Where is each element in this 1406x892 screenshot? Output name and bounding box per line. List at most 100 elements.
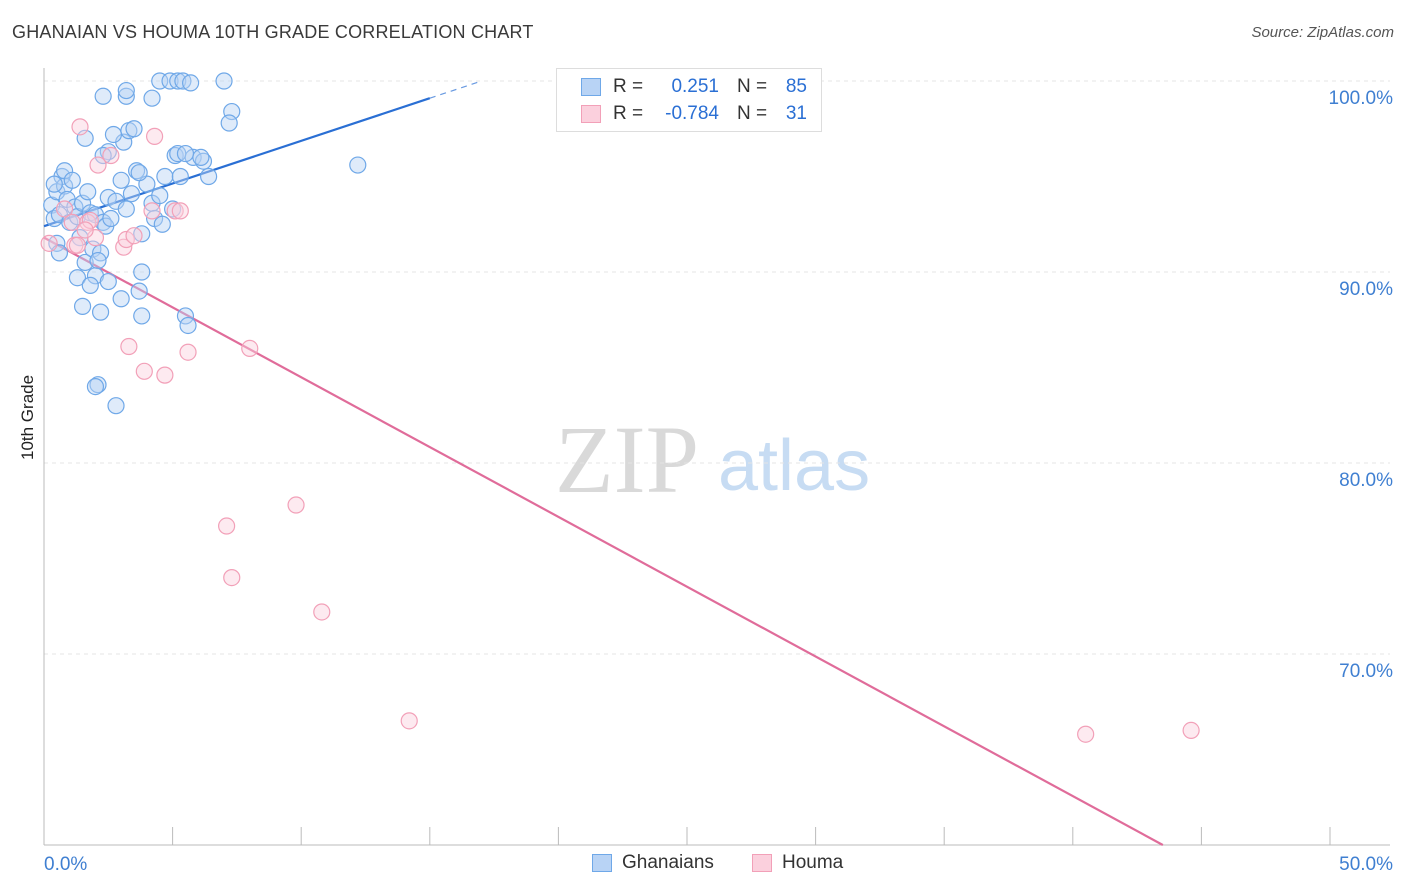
ghanaians-point: [349, 156, 367, 174]
ghanaians-point: [117, 81, 135, 100]
houma-point: [76, 221, 94, 239]
watermark-atlas: atlas: [718, 426, 870, 506]
ghanaians-point: [215, 72, 233, 90]
ghanaians-point: [94, 87, 112, 105]
ghanaians-trendline-extension: [429, 80, 482, 99]
ghanaians-point: [143, 89, 161, 107]
houma-point: [179, 343, 197, 361]
r-value: -0.784: [665, 103, 719, 124]
houma-point: [1077, 725, 1095, 743]
ghanaians-legend-swatch: [592, 854, 612, 872]
legend-item-houma[interactable]: Houma: [752, 852, 843, 874]
ghanaians-point: [86, 378, 105, 396]
houma-point: [143, 202, 161, 220]
ghanaians-point: [117, 200, 135, 218]
ghanaians-point: [68, 269, 87, 287]
ghanaians-point: [133, 307, 151, 325]
ghanaians-point: [91, 303, 110, 321]
y-tick-label: 100.0%: [1329, 88, 1394, 109]
ghanaians-point: [112, 171, 130, 189]
legend-row-houma: R = -0.784 N = 31: [557, 100, 807, 128]
ghanaians-point: [102, 209, 120, 228]
ghanaians-point: [171, 167, 189, 186]
ghanaians-point: [166, 146, 184, 165]
ghanaians-point: [127, 162, 146, 180]
y-tick-label: 70.0%: [1339, 661, 1393, 682]
houma-point: [55, 200, 74, 218]
houma-point: [71, 118, 89, 136]
houma-point: [1182, 721, 1200, 740]
ghanaians-point: [125, 120, 143, 138]
houma-point: [313, 603, 331, 621]
houma-swatch: [581, 105, 601, 123]
ghanaians-point: [133, 263, 151, 281]
houma-point: [287, 496, 305, 514]
ghanaians-point: [63, 171, 81, 189]
ghanaians-point: [89, 376, 107, 394]
legend-row-ghanaians: R = 0.251 N = 85: [557, 73, 807, 101]
series-legend: Ghanaians Houma: [0, 852, 1406, 878]
ghanaians-point: [130, 164, 148, 182]
r-label: R =: [613, 76, 644, 97]
ghanaians-point: [151, 187, 169, 205]
houma-point: [223, 568, 241, 587]
legend-label-houma: Houma: [782, 852, 844, 873]
n-value: 31: [785, 103, 807, 124]
ghanaians-point: [179, 316, 197, 335]
legend-item-ghanaians[interactable]: Ghanaians: [592, 852, 714, 874]
houma-point: [68, 236, 87, 254]
ghanaians-point: [169, 72, 187, 90]
houma-point: [400, 712, 418, 730]
ghanaians-point: [176, 307, 195, 325]
ghanaians-point: [130, 282, 148, 300]
ghanaians-point: [182, 74, 200, 92]
ghanaians-point: [99, 272, 117, 291]
houma-point: [40, 234, 58, 252]
ghanaians-point: [117, 87, 135, 105]
y-tick-label: 80.0%: [1339, 470, 1393, 491]
houma-legend-swatch: [752, 854, 772, 872]
houma-point: [241, 339, 259, 357]
houma-point: [135, 362, 153, 380]
ghanaians-point: [192, 148, 210, 166]
houma-point: [171, 202, 189, 220]
r-label: R =: [613, 103, 644, 124]
houma-point: [218, 517, 236, 535]
houma-point: [89, 156, 107, 174]
ghanaians-point: [99, 188, 117, 207]
source-label: Source: ZipAtlas.com: [1251, 24, 1394, 41]
r-value: 0.251: [671, 76, 719, 97]
ghanaians-point: [107, 397, 125, 415]
chart-title: GHANAIAN VS HOUMA 10TH GRADE CORRELATION…: [12, 22, 534, 42]
ghanaians-point: [45, 175, 63, 193]
ghanaians-point: [122, 185, 141, 203]
houma-point: [102, 146, 120, 165]
houma-point: [125, 227, 143, 245]
n-label: N =: [737, 103, 768, 124]
houma-point: [81, 211, 99, 230]
x-tick-label-min: 0.0%: [44, 854, 87, 875]
ghanaians-point: [79, 183, 97, 201]
ghanaians-point: [200, 167, 218, 186]
houma-point: [156, 366, 174, 384]
ghanaians-point: [176, 144, 195, 163]
watermark-zip: ZIP: [555, 406, 699, 513]
ghanaians-point: [89, 251, 107, 270]
stats-legend: R = 0.251 N = 85 R = -0.784 N = 31: [556, 68, 822, 132]
legend-label-ghanaians: Ghanaians: [622, 852, 714, 873]
n-value: 85: [785, 76, 807, 97]
ghanaians-point: [112, 290, 130, 308]
ghanaians-point: [220, 114, 238, 132]
houma-point: [117, 230, 135, 249]
houma-point: [145, 127, 164, 145]
x-tick-label-max: 50.0%: [1339, 854, 1393, 875]
y-tick-label: 90.0%: [1339, 279, 1393, 300]
houma-point: [166, 202, 184, 220]
ghanaians-swatch: [581, 78, 601, 96]
ghanaians-point: [73, 297, 92, 315]
ghanaians-point: [76, 253, 94, 272]
ghanaians-point: [156, 167, 174, 186]
houma-trendline: [43, 236, 1164, 846]
houma-point: [120, 337, 138, 356]
